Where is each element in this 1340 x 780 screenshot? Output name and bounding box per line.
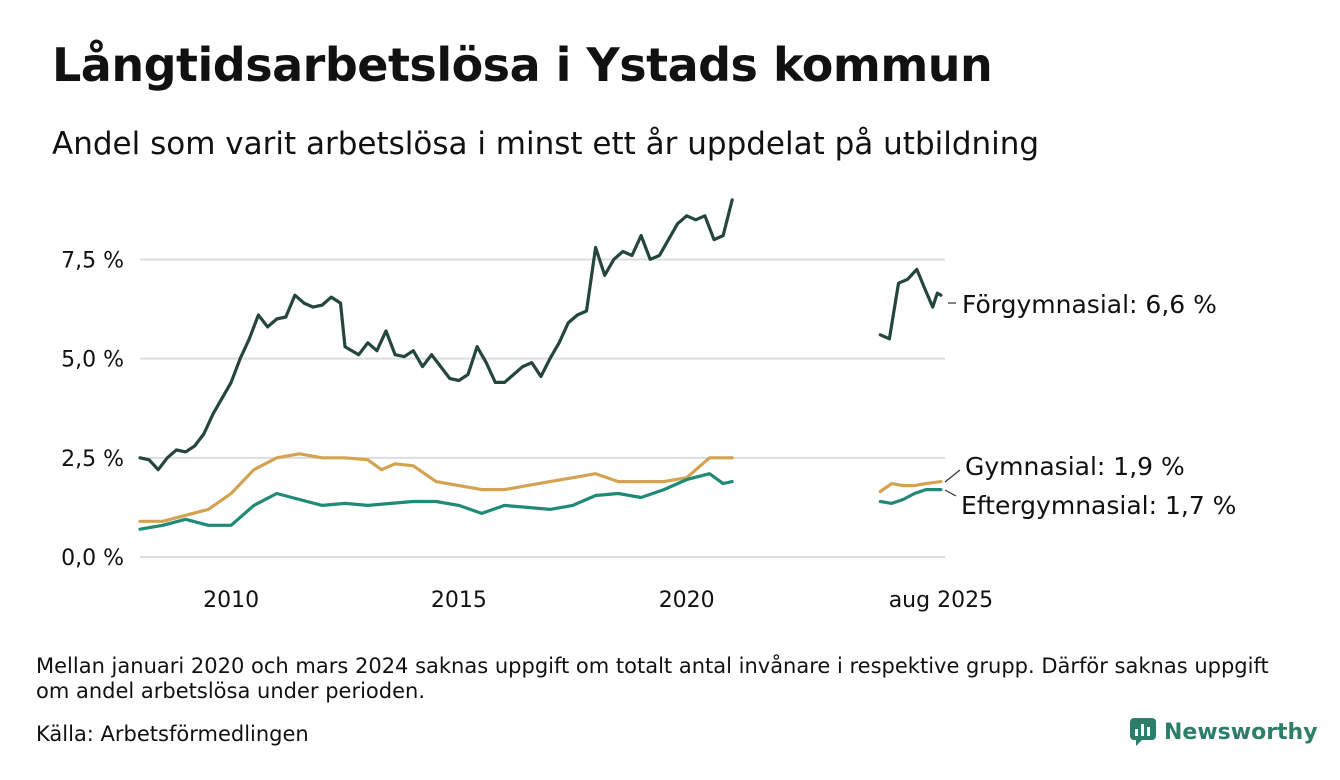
x-tick-label: aug 2025: [889, 588, 993, 613]
series-lines: [138, 198, 943, 531]
newsworthy-logo: Newsworthy: [1130, 718, 1318, 746]
bar-chart-icon: [1130, 718, 1156, 746]
chart-subtitle: Andel som varit arbetslösa i minst ett å…: [52, 126, 1040, 162]
x-tick-label: 2010: [203, 588, 259, 613]
series-line: [138, 198, 734, 472]
x-tick-label: 2020: [659, 588, 715, 613]
grid-lines: [140, 258, 945, 558]
label-connector: [944, 469, 961, 483]
series-label: Förgymnasial: 6,6 %: [962, 290, 1217, 319]
series-line: [878, 267, 943, 341]
chart-title: Långtidsarbetslösa i Ystads kommun: [52, 38, 993, 92]
series-line: [138, 452, 734, 523]
y-tick-label: 2,5 %: [61, 447, 124, 472]
y-tick-label: 7,5 %: [61, 248, 124, 273]
series-line: [878, 488, 943, 505]
series-labels: Förgymnasial: 6,6 % Gymnasial: 1,9 % Efter…: [944, 290, 1236, 520]
series-line: [878, 480, 943, 494]
brand-name: Newsworthy: [1164, 719, 1318, 745]
x-tick-label: 2015: [431, 588, 487, 613]
y-tick-label: 5,0 %: [61, 348, 124, 373]
line-chart: 0,0 % 2,5 % 5,0 % 7,5 % 2010 2015 2020 aug 202…: [61, 198, 1236, 613]
y-tick-label: 0,0 %: [61, 546, 124, 571]
y-axis-ticks: 0,0 % 2,5 % 5,0 % 7,5 %: [61, 248, 124, 571]
label-connector: [944, 489, 957, 497]
series-label: Eftergymnasial: 1,7 %: [961, 491, 1236, 520]
series-label: Gymnasial: 1,9 %: [965, 452, 1185, 481]
series-line: [138, 472, 734, 531]
footnote: Mellan januari 2020 och mars 2024 saknas…: [36, 654, 1269, 703]
x-axis-ticks: 2010 2015 2020 aug 2025: [203, 588, 993, 613]
source-text: Källa: Arbetsförmedlingen: [36, 722, 309, 746]
